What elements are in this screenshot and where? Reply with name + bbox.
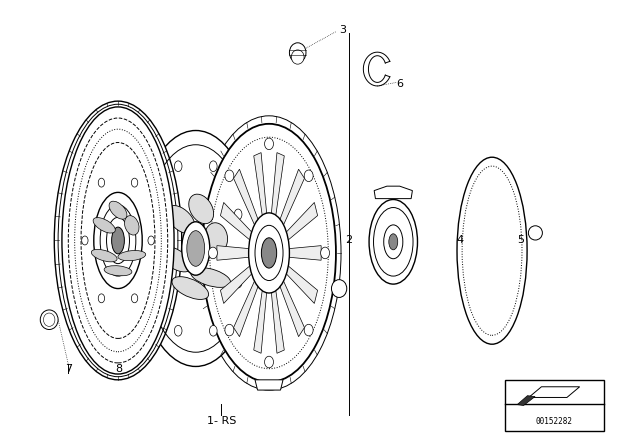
Ellipse shape xyxy=(234,209,242,220)
Text: 2: 2 xyxy=(345,235,352,245)
Ellipse shape xyxy=(131,178,138,187)
Ellipse shape xyxy=(94,192,142,289)
Ellipse shape xyxy=(248,213,289,293)
Ellipse shape xyxy=(92,250,117,262)
Ellipse shape xyxy=(291,50,304,64)
Ellipse shape xyxy=(172,277,209,299)
Polygon shape xyxy=(271,285,284,353)
Text: 7: 7 xyxy=(65,364,72,374)
Ellipse shape xyxy=(225,170,234,181)
Ellipse shape xyxy=(209,161,217,172)
Polygon shape xyxy=(255,380,283,390)
Ellipse shape xyxy=(40,310,58,330)
Text: 00152282: 00152282 xyxy=(536,418,573,426)
Ellipse shape xyxy=(92,322,102,333)
Ellipse shape xyxy=(529,226,542,240)
Ellipse shape xyxy=(261,238,276,268)
Polygon shape xyxy=(217,246,252,260)
Polygon shape xyxy=(529,387,580,397)
Text: 1- RS: 1- RS xyxy=(207,416,236,426)
Ellipse shape xyxy=(104,266,132,276)
Ellipse shape xyxy=(209,325,217,336)
Ellipse shape xyxy=(93,218,115,233)
Ellipse shape xyxy=(304,170,313,181)
Ellipse shape xyxy=(205,223,228,253)
Ellipse shape xyxy=(62,107,174,374)
Ellipse shape xyxy=(89,319,105,336)
Text: 5: 5 xyxy=(517,235,524,245)
Polygon shape xyxy=(220,202,254,242)
Ellipse shape xyxy=(131,294,138,303)
Ellipse shape xyxy=(125,215,139,235)
Ellipse shape xyxy=(150,209,157,220)
Polygon shape xyxy=(284,264,317,303)
Ellipse shape xyxy=(264,356,273,368)
Ellipse shape xyxy=(150,277,157,288)
Ellipse shape xyxy=(99,294,104,303)
Ellipse shape xyxy=(82,236,88,245)
Bar xyxy=(505,380,604,431)
Ellipse shape xyxy=(100,205,136,276)
Polygon shape xyxy=(234,277,260,336)
Ellipse shape xyxy=(255,225,283,280)
Polygon shape xyxy=(254,153,267,221)
Ellipse shape xyxy=(191,267,230,287)
Polygon shape xyxy=(278,277,305,336)
Ellipse shape xyxy=(225,324,234,336)
Ellipse shape xyxy=(174,325,182,336)
Polygon shape xyxy=(254,285,267,353)
Ellipse shape xyxy=(289,43,306,62)
Ellipse shape xyxy=(332,280,347,297)
Ellipse shape xyxy=(457,157,527,344)
Ellipse shape xyxy=(384,225,403,259)
Ellipse shape xyxy=(304,324,313,336)
Polygon shape xyxy=(278,169,305,229)
Text: 6: 6 xyxy=(396,79,403,89)
Ellipse shape xyxy=(209,247,218,259)
Polygon shape xyxy=(271,153,284,221)
Ellipse shape xyxy=(99,178,104,187)
Ellipse shape xyxy=(369,199,417,284)
Ellipse shape xyxy=(159,246,192,272)
Ellipse shape xyxy=(197,116,341,390)
Ellipse shape xyxy=(135,130,256,366)
Text: 8: 8 xyxy=(116,364,123,374)
Ellipse shape xyxy=(202,124,336,382)
Ellipse shape xyxy=(174,161,182,172)
Polygon shape xyxy=(284,202,317,242)
Ellipse shape xyxy=(189,194,214,224)
Text: 4: 4 xyxy=(456,235,464,245)
Ellipse shape xyxy=(234,277,242,288)
Ellipse shape xyxy=(44,313,55,327)
Polygon shape xyxy=(287,246,321,260)
Ellipse shape xyxy=(264,138,273,150)
Polygon shape xyxy=(374,186,412,198)
Ellipse shape xyxy=(321,247,330,259)
Ellipse shape xyxy=(118,250,146,261)
Ellipse shape xyxy=(111,227,124,254)
Ellipse shape xyxy=(54,101,182,380)
Text: 3: 3 xyxy=(339,26,346,35)
Ellipse shape xyxy=(109,201,127,219)
Polygon shape xyxy=(234,169,260,229)
Ellipse shape xyxy=(187,231,205,266)
Ellipse shape xyxy=(182,222,210,275)
Polygon shape xyxy=(517,396,535,405)
Ellipse shape xyxy=(389,234,397,250)
Ellipse shape xyxy=(166,206,195,233)
Polygon shape xyxy=(220,264,254,303)
Ellipse shape xyxy=(106,217,129,263)
Ellipse shape xyxy=(148,236,154,245)
